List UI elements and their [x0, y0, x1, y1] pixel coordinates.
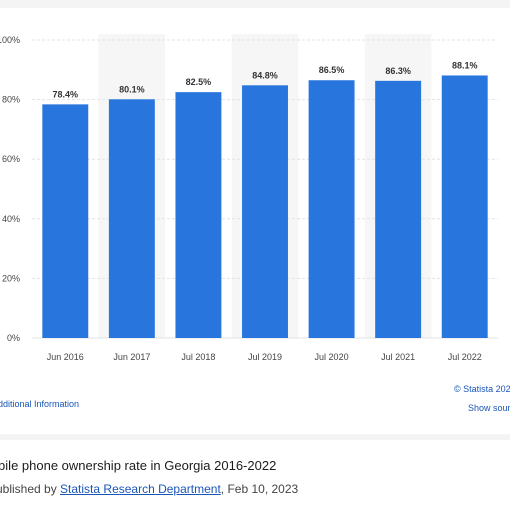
data-label: 80.1% [119, 84, 145, 94]
data-label: 86.5% [319, 65, 345, 75]
statista-credit-link[interactable]: © Statista 2023 [454, 384, 510, 394]
data-label: 78.4% [53, 89, 79, 99]
show-source-link[interactable]: Show source [468, 403, 510, 413]
bar [242, 85, 288, 339]
x-tick-label: Jul 2020 [315, 352, 349, 362]
data-label: 84.8% [252, 70, 278, 80]
bar [441, 75, 488, 338]
published-prefix: Published by [0, 482, 57, 496]
published-date: , Feb 10, 2023 [220, 482, 299, 496]
bar [375, 80, 422, 339]
y-tick-label: 0% [7, 333, 20, 343]
bar [308, 80, 355, 338]
additional-information-link[interactable]: Additional Information [0, 399, 80, 409]
publisher-link[interactable]: Statista Research Department [60, 482, 221, 496]
statistic-footer: Mobile phone ownership rate in Georgia 2… [0, 440, 510, 510]
x-axis: Jun 2016 Jun 2017 Jul 2018 Jul 2019 Jul 2020… [47, 352, 482, 362]
data-label: 86.3% [385, 66, 411, 76]
x-tick-label: Jun 2016 [47, 352, 84, 362]
y-tick-label: 20% [2, 273, 20, 283]
data-label: 88.1% [452, 60, 478, 70]
x-tick-label: Jul 2022 [448, 352, 482, 362]
x-tick-label: Jul 2019 [248, 352, 282, 362]
chart-card: 0% 20% 40% 60% 80% 100% 78.4% 80.1% 82.5% 84.8% 8… [0, 8, 510, 434]
y-tick-label: 80% [2, 95, 20, 105]
y-tick-label: 40% [2, 214, 20, 224]
bars [42, 75, 488, 339]
published-line: Published by Statista Research Departmen… [0, 482, 298, 496]
bar [175, 92, 222, 339]
y-tick-label: 100% [0, 35, 20, 45]
data-labels: 78.4% 80.1% 82.5% 84.8% 86.5% 86.3% 88.1% [53, 60, 478, 99]
x-tick-label: Jul 2021 [381, 352, 415, 362]
y-axis: 0% 20% 40% 60% 80% 100% [0, 35, 20, 343]
x-tick-label: Jun 2017 [113, 352, 150, 362]
y-tick-label: 60% [2, 154, 20, 164]
bar-chart: 0% 20% 40% 60% 80% 100% 78.4% 80.1% 82.5% 84.8% 8… [0, 34, 498, 362]
statistic-title: Mobile phone ownership rate in Georgia 2… [0, 458, 277, 473]
bar [42, 104, 89, 338]
data-label: 82.5% [186, 77, 212, 87]
x-tick-label: Jul 2018 [181, 352, 215, 362]
bar [108, 99, 155, 338]
